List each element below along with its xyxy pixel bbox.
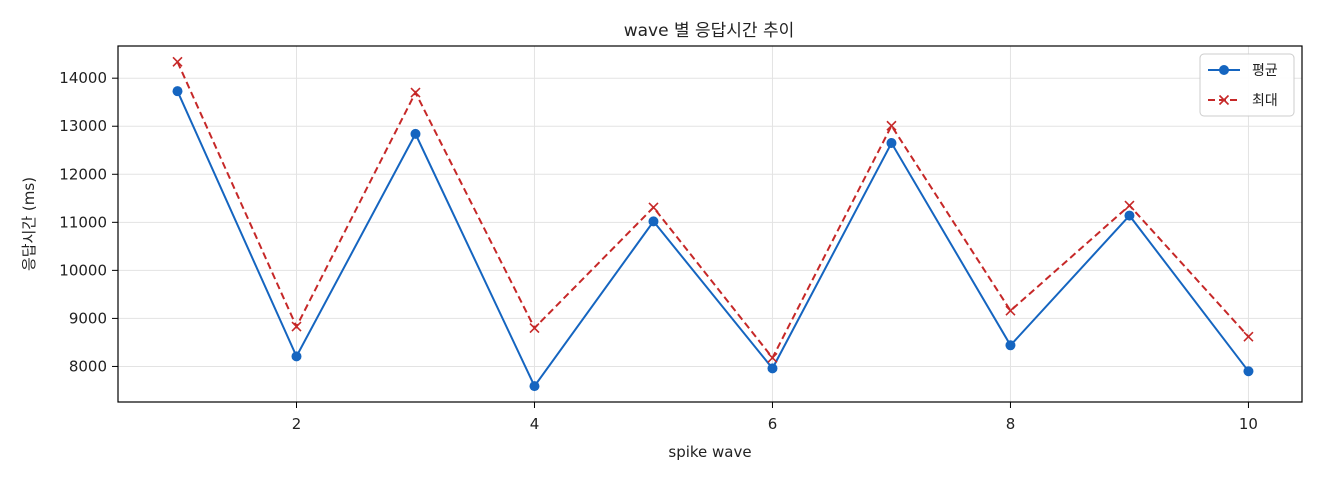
y-tick-label: 14000	[59, 69, 107, 87]
y-axis-label: 응답시간 (ms)	[20, 177, 38, 271]
x-axis-ticks: 2 4 6 8 10	[292, 402, 1258, 433]
plot-area-frame	[117, 45, 1303, 403]
data-point	[1243, 366, 1254, 377]
data-point	[1124, 200, 1135, 211]
legend-marker	[1219, 65, 1229, 75]
data-point	[1005, 340, 1016, 351]
series-line	[176, 90, 1250, 389]
legend-item: 평균	[1208, 63, 1278, 79]
data-point	[172, 56, 183, 67]
series-line	[176, 61, 1250, 360]
y-tick-label: 12000	[59, 165, 107, 183]
data-point	[291, 321, 302, 332]
grid	[118, 46, 1302, 402]
series-1	[172, 86, 1254, 392]
legend-item: 최대	[1208, 93, 1278, 109]
series-2	[172, 56, 1254, 363]
legend-label: 평균	[1252, 63, 1278, 79]
data-point	[648, 216, 659, 227]
data-point	[1243, 331, 1254, 342]
y-tick-label: 13000	[59, 117, 107, 135]
chart-title: wave 별 응답시간 추이	[624, 21, 795, 41]
data-point	[886, 138, 897, 149]
data-point	[767, 363, 778, 374]
data-point	[410, 87, 421, 98]
data-point	[172, 86, 183, 97]
x-tick-label: 10	[1239, 415, 1258, 433]
data-point	[886, 120, 897, 131]
legend-label: 최대	[1252, 93, 1278, 109]
x-tick-label: 4	[530, 415, 540, 433]
x-tick-label: 2	[292, 415, 302, 433]
y-axis-ticks: 8000 9000 10000 11000 12000 13000 14000	[59, 69, 118, 375]
data-point	[1005, 305, 1016, 316]
data-point	[767, 352, 778, 363]
series-layer	[172, 56, 1254, 392]
x-tick-label: 6	[768, 415, 778, 433]
x-axis-label: spike wave	[668, 443, 751, 461]
legend-box	[1199, 53, 1295, 117]
legend-marker	[1218, 94, 1230, 106]
y-tick-label: 10000	[59, 261, 107, 279]
y-tick-label: 8000	[69, 357, 107, 375]
data-point	[410, 128, 421, 139]
data-point	[529, 322, 540, 334]
y-tick-label: 9000	[69, 309, 107, 327]
x-tick-label: 8	[1006, 415, 1016, 433]
data-point	[1124, 210, 1135, 221]
y-tick-label: 11000	[59, 213, 107, 231]
data-point	[648, 202, 659, 213]
data-point	[291, 351, 302, 362]
data-point	[529, 381, 540, 392]
